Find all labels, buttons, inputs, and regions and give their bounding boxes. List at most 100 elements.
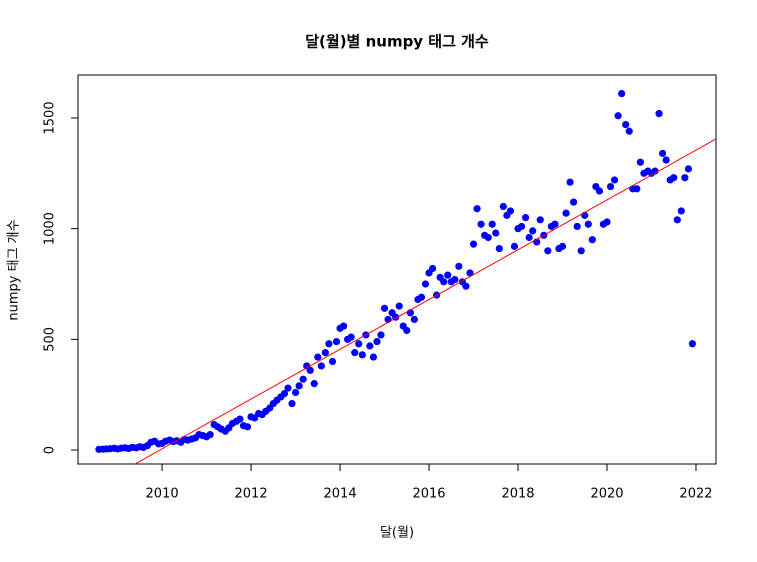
- point: [610, 176, 619, 184]
- plot-frame: [77, 74, 717, 465]
- x-tick-label: 2014: [324, 487, 357, 502]
- point: [410, 315, 418, 324]
- point: [662, 156, 670, 164]
- point: [573, 222, 581, 231]
- point: [284, 384, 292, 392]
- point: [469, 240, 478, 248]
- x-tick-label: 2012: [235, 487, 268, 502]
- point: [366, 342, 374, 350]
- point: [444, 271, 452, 279]
- point: [562, 209, 570, 217]
- point: [332, 337, 341, 346]
- x-tick-label: 2010: [146, 487, 179, 502]
- point: [328, 357, 337, 366]
- point: [625, 127, 633, 135]
- y-tick-label: 500: [43, 327, 58, 352]
- trend-line: [134, 138, 716, 464]
- point: [347, 333, 355, 341]
- point: [295, 382, 303, 390]
- point: [351, 349, 359, 357]
- point: [484, 233, 492, 242]
- point: [659, 149, 667, 157]
- plot-area: [95, 89, 716, 464]
- point: [525, 233, 533, 242]
- y-tick-label: 1500: [43, 101, 58, 134]
- point: [403, 326, 411, 335]
- point: [684, 165, 693, 173]
- point: [377, 331, 385, 339]
- x-tick-label: 2018: [501, 487, 534, 502]
- point: [395, 302, 403, 310]
- point: [373, 337, 381, 346]
- point: [510, 242, 519, 250]
- point: [321, 349, 329, 357]
- point: [206, 430, 214, 439]
- point: [440, 278, 448, 286]
- point: [340, 322, 348, 330]
- point: [606, 182, 615, 191]
- point: [325, 340, 333, 348]
- point: [577, 247, 585, 255]
- point: [688, 340, 697, 348]
- point: [529, 227, 537, 235]
- y-tick-label: 1000: [43, 212, 58, 245]
- point: [477, 220, 485, 228]
- point: [595, 187, 604, 195]
- point: [299, 375, 307, 383]
- x-tick-label: 2016: [412, 487, 445, 502]
- point: [673, 216, 681, 224]
- point: [291, 388, 300, 397]
- point: [243, 423, 252, 431]
- point: [355, 340, 363, 348]
- point: [517, 222, 526, 231]
- point: [506, 207, 515, 215]
- point: [588, 236, 596, 244]
- point: [499, 202, 507, 211]
- point: [466, 269, 474, 277]
- y-tick-label: 0: [43, 446, 58, 454]
- point: [655, 109, 663, 118]
- point: [681, 174, 689, 182]
- point: [670, 174, 678, 182]
- point: [314, 353, 322, 361]
- point: [369, 353, 378, 361]
- point: [236, 415, 244, 423]
- point: [558, 242, 567, 250]
- point: [614, 112, 622, 120]
- point: [651, 167, 659, 175]
- point: [421, 280, 430, 288]
- point: [603, 218, 611, 226]
- point: [492, 229, 500, 237]
- point: [566, 178, 574, 186]
- point: [544, 247, 552, 255]
- point: [633, 185, 641, 193]
- x-tick-label: 2020: [590, 487, 623, 502]
- point: [428, 264, 437, 273]
- point: [622, 120, 630, 129]
- point: [455, 262, 463, 270]
- point: [451, 275, 459, 284]
- point: [462, 282, 470, 290]
- point: [495, 244, 503, 253]
- point: [310, 380, 318, 388]
- point: [306, 366, 314, 374]
- point: [488, 220, 496, 228]
- point: [536, 216, 544, 224]
- point: [521, 213, 530, 222]
- point: [473, 205, 481, 213]
- point: [280, 389, 289, 398]
- y-axis-label: numpy 태그 개수: [7, 219, 22, 320]
- point: [636, 158, 644, 166]
- point: [380, 304, 389, 312]
- point: [584, 220, 592, 228]
- x-tick-label: 2022: [679, 487, 712, 502]
- point: [551, 220, 559, 228]
- point: [618, 89, 626, 98]
- point: [570, 198, 578, 206]
- point: [288, 399, 296, 408]
- chart-title: 달(월)별 numpy 태그 개수: [305, 33, 489, 51]
- point: [677, 207, 685, 215]
- x-axis-label: 달(월): [380, 526, 414, 541]
